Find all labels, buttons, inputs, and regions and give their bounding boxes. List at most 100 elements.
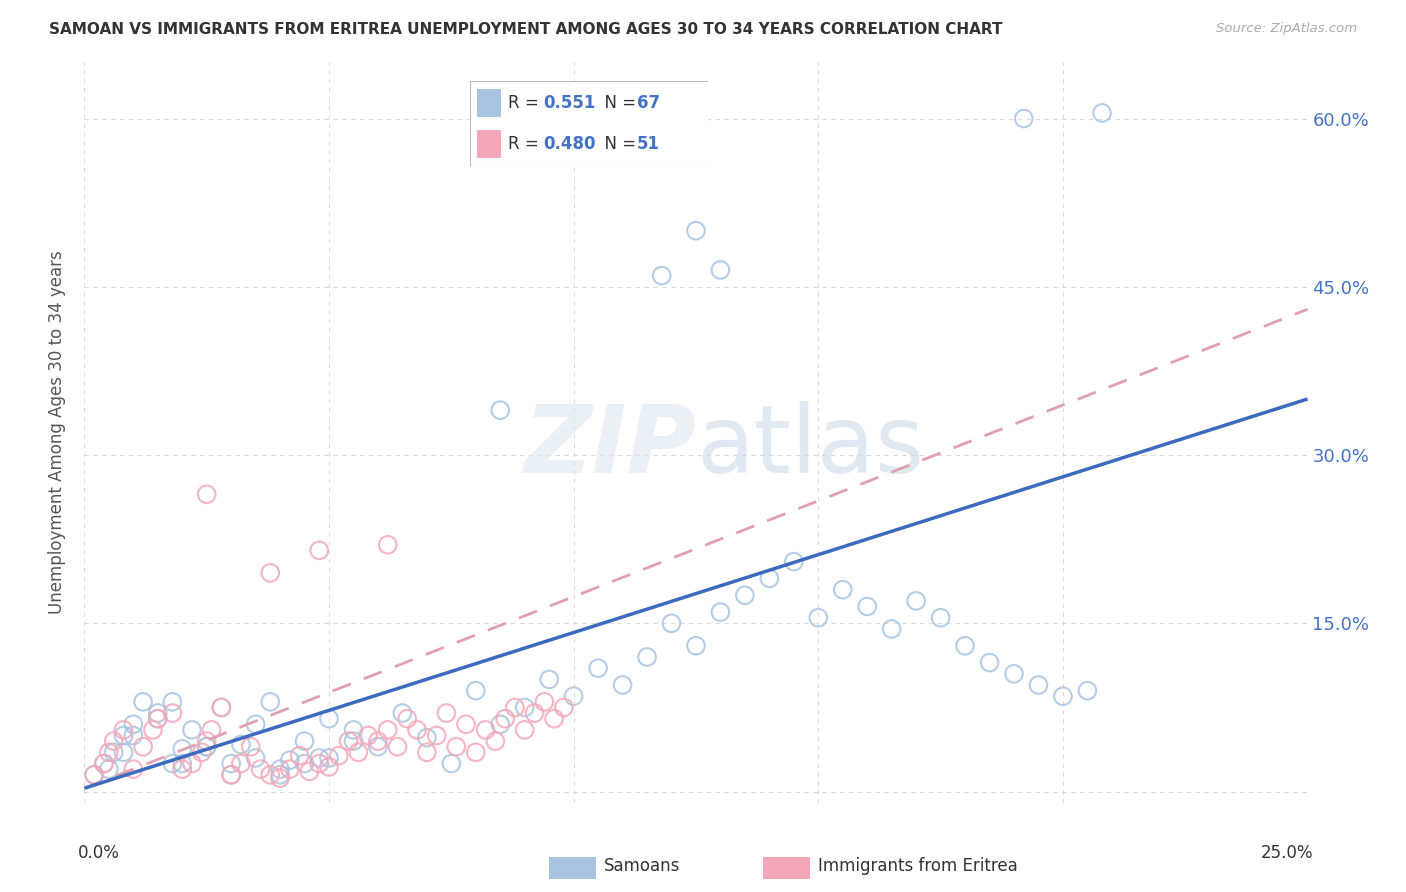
Point bbox=[387, 739, 409, 754]
Point bbox=[308, 756, 330, 771]
Point bbox=[209, 700, 232, 714]
Point bbox=[229, 756, 252, 771]
Point bbox=[269, 768, 291, 782]
Point bbox=[709, 605, 731, 619]
Point bbox=[278, 762, 301, 776]
Point bbox=[245, 717, 267, 731]
Point bbox=[513, 700, 536, 714]
Point bbox=[533, 695, 555, 709]
Point bbox=[831, 582, 853, 597]
Text: Samoans: Samoans bbox=[605, 856, 681, 875]
Point bbox=[538, 673, 561, 687]
Point bbox=[661, 616, 683, 631]
Point bbox=[586, 661, 609, 675]
Point bbox=[391, 706, 413, 720]
Point bbox=[337, 734, 360, 748]
Point bbox=[494, 712, 516, 726]
Point bbox=[367, 734, 389, 748]
Point bbox=[1002, 666, 1025, 681]
Point bbox=[612, 678, 634, 692]
Point bbox=[112, 729, 135, 743]
Point bbox=[523, 706, 546, 720]
Point bbox=[269, 762, 291, 776]
Point bbox=[474, 723, 496, 737]
Point bbox=[856, 599, 879, 614]
Point bbox=[298, 764, 321, 779]
Point bbox=[406, 723, 429, 737]
Point bbox=[1028, 678, 1050, 692]
Point bbox=[209, 700, 232, 714]
Point bbox=[245, 751, 267, 765]
Point bbox=[347, 745, 370, 759]
Point bbox=[454, 717, 477, 731]
Point bbox=[259, 768, 281, 782]
Point bbox=[929, 610, 952, 624]
Point bbox=[503, 700, 526, 714]
Point bbox=[328, 748, 350, 763]
Point bbox=[132, 695, 155, 709]
Point bbox=[229, 738, 252, 752]
Point bbox=[195, 739, 218, 754]
Point bbox=[758, 571, 780, 585]
Point bbox=[146, 712, 169, 726]
Point bbox=[112, 723, 135, 737]
Point bbox=[219, 768, 242, 782]
Point bbox=[259, 695, 281, 709]
Point bbox=[93, 756, 115, 771]
Point bbox=[562, 690, 585, 704]
Point bbox=[1012, 112, 1035, 126]
Point bbox=[342, 734, 364, 748]
Point bbox=[685, 224, 707, 238]
Point bbox=[259, 566, 281, 580]
Point bbox=[181, 756, 204, 771]
Point bbox=[288, 748, 311, 763]
Point bbox=[905, 594, 928, 608]
Point bbox=[636, 650, 658, 665]
Point bbox=[484, 734, 506, 748]
Point bbox=[122, 762, 145, 776]
Point bbox=[142, 723, 165, 737]
Point bbox=[318, 712, 340, 726]
Point bbox=[162, 695, 184, 709]
Point bbox=[953, 639, 976, 653]
Point bbox=[146, 712, 169, 726]
Point bbox=[122, 729, 145, 743]
Point bbox=[318, 751, 340, 765]
Point bbox=[200, 723, 222, 737]
Text: 0.0%: 0.0% bbox=[79, 844, 120, 862]
Point bbox=[357, 729, 380, 743]
Point bbox=[553, 700, 575, 714]
Point bbox=[172, 742, 194, 756]
Text: SAMOAN VS IMMIGRANTS FROM ERITREA UNEMPLOYMENT AMONG AGES 30 TO 34 YEARS CORRELA: SAMOAN VS IMMIGRANTS FROM ERITREA UNEMPL… bbox=[49, 22, 1002, 37]
Point bbox=[112, 745, 135, 759]
Point bbox=[807, 610, 830, 624]
Point bbox=[464, 745, 486, 759]
Point bbox=[162, 706, 184, 720]
Point bbox=[464, 683, 486, 698]
Point bbox=[979, 656, 1001, 670]
Point bbox=[195, 487, 218, 501]
FancyBboxPatch shape bbox=[550, 857, 596, 879]
Point bbox=[103, 734, 125, 748]
Point bbox=[219, 768, 242, 782]
Point bbox=[146, 706, 169, 720]
Point bbox=[377, 723, 399, 737]
Point bbox=[489, 717, 512, 731]
Point bbox=[396, 712, 419, 726]
Point bbox=[543, 712, 565, 726]
Point bbox=[1052, 690, 1074, 704]
Point bbox=[734, 588, 756, 602]
FancyBboxPatch shape bbox=[763, 857, 810, 879]
Point bbox=[97, 745, 120, 759]
Point bbox=[278, 753, 301, 767]
Point bbox=[294, 756, 316, 771]
Text: 25.0%: 25.0% bbox=[1261, 844, 1313, 862]
Point bbox=[97, 762, 120, 776]
Point bbox=[444, 739, 467, 754]
Point bbox=[195, 734, 218, 748]
Y-axis label: Unemployment Among Ages 30 to 34 years: Unemployment Among Ages 30 to 34 years bbox=[48, 251, 66, 615]
Point bbox=[367, 739, 389, 754]
Point bbox=[709, 263, 731, 277]
Point bbox=[83, 768, 105, 782]
Point bbox=[93, 756, 115, 771]
